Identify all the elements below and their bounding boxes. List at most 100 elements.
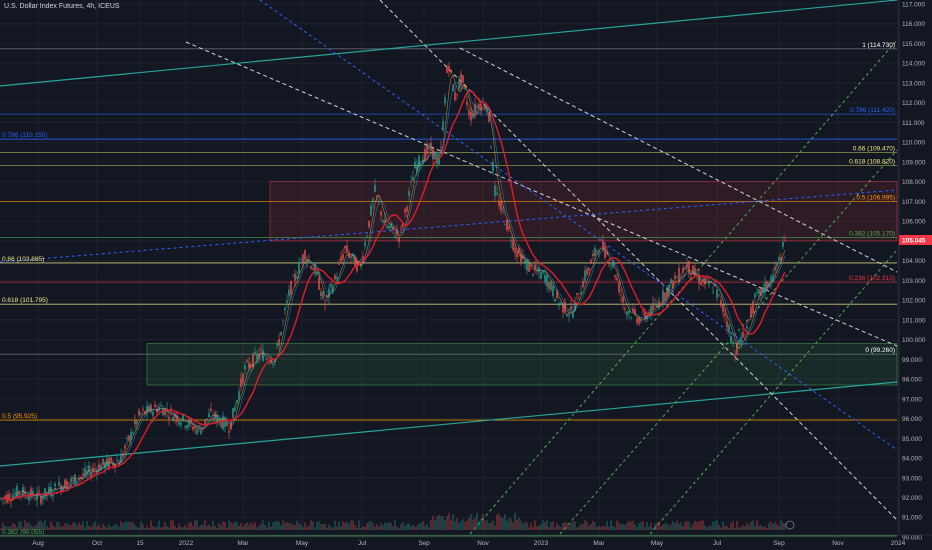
candle-body bbox=[588, 267, 590, 271]
volume-bar bbox=[556, 523, 558, 530]
volume-bar bbox=[576, 527, 578, 530]
volume-bar bbox=[370, 521, 372, 530]
candle-body bbox=[152, 411, 154, 416]
volume-bar bbox=[302, 527, 304, 530]
candle-body bbox=[682, 267, 684, 273]
candle-body bbox=[90, 472, 92, 478]
x-tick-label: May bbox=[651, 540, 664, 547]
candle-body bbox=[644, 312, 646, 319]
candle-body bbox=[428, 144, 430, 149]
candle-body bbox=[246, 360, 248, 362]
volume-bar bbox=[410, 526, 412, 530]
volume-bar bbox=[150, 520, 152, 530]
candle-body bbox=[284, 308, 286, 311]
candle-body bbox=[624, 308, 626, 310]
candle-body bbox=[188, 419, 190, 427]
candle-body bbox=[450, 69, 452, 72]
candle-body bbox=[322, 291, 324, 299]
candle-body bbox=[638, 317, 640, 325]
volume-bar bbox=[768, 522, 770, 530]
volume-bar bbox=[386, 523, 388, 530]
lower-teal-trendline bbox=[0, 381, 898, 467]
volume-bar bbox=[546, 520, 548, 530]
candle-body bbox=[240, 378, 242, 388]
volume-bar bbox=[66, 523, 68, 530]
candle-body bbox=[394, 236, 396, 238]
volume-bar bbox=[350, 520, 352, 530]
candle-body bbox=[666, 289, 668, 298]
volume-bar bbox=[584, 520, 586, 530]
volume-bar bbox=[694, 520, 696, 530]
volume-bar bbox=[478, 520, 480, 530]
candle-body bbox=[328, 288, 330, 298]
candle-body bbox=[168, 416, 170, 419]
volume-bar bbox=[416, 525, 418, 530]
volume-bar bbox=[666, 523, 668, 530]
candle-body bbox=[668, 284, 670, 294]
volume-bar bbox=[490, 522, 492, 530]
candle-body bbox=[634, 309, 636, 314]
volume-bar bbox=[524, 522, 526, 530]
candle-body bbox=[364, 242, 366, 247]
candle-body bbox=[476, 106, 478, 109]
volume-bar bbox=[42, 523, 44, 530]
volume-bar bbox=[216, 527, 218, 530]
candle-body bbox=[496, 192, 498, 195]
candle-body bbox=[468, 109, 470, 116]
volume-bar bbox=[708, 526, 710, 530]
candle-body bbox=[500, 201, 502, 211]
volume-bar bbox=[728, 527, 730, 530]
volume-bar bbox=[226, 527, 228, 530]
candle-body bbox=[26, 497, 28, 499]
fib-label: 0.786 (111.420) bbox=[850, 107, 895, 114]
candle-body bbox=[128, 435, 130, 441]
volume-bar bbox=[760, 525, 762, 530]
volume-bar bbox=[170, 520, 172, 530]
candle-body bbox=[258, 353, 260, 358]
volume-bar bbox=[532, 527, 534, 530]
candle-body bbox=[384, 219, 386, 225]
volume-bar bbox=[360, 527, 362, 530]
candle-body bbox=[784, 240, 786, 242]
x-tick-label: Mar bbox=[593, 540, 605, 547]
volume-bar bbox=[606, 520, 608, 530]
volume-bar bbox=[166, 526, 168, 530]
volume-bar bbox=[336, 526, 338, 530]
volume-bar bbox=[574, 521, 576, 530]
volume-bar bbox=[110, 526, 112, 530]
volume-bar bbox=[292, 524, 294, 530]
candle-body bbox=[726, 321, 728, 328]
candle-body bbox=[302, 254, 304, 263]
volume-bar bbox=[284, 523, 286, 530]
volume-bar bbox=[522, 523, 524, 530]
candle-body bbox=[398, 237, 400, 243]
volume-bar bbox=[750, 521, 752, 530]
volume-bar bbox=[722, 521, 724, 530]
volume-bar bbox=[208, 524, 210, 530]
candle-body bbox=[730, 335, 732, 343]
x-tick-label: Jul bbox=[358, 540, 367, 547]
volume-bar bbox=[446, 515, 448, 530]
volume-bar bbox=[650, 522, 652, 530]
volume-bar bbox=[414, 526, 416, 530]
volume-bar bbox=[220, 524, 222, 530]
volume-bar bbox=[358, 520, 360, 530]
y-tick-label: 112.000 bbox=[902, 100, 925, 107]
candle-body bbox=[396, 231, 398, 235]
candle-body bbox=[766, 281, 768, 289]
volume-bar bbox=[376, 523, 378, 530]
volume-bar bbox=[144, 527, 146, 530]
candle-body bbox=[662, 290, 664, 302]
candle-body bbox=[204, 419, 206, 425]
volume-bar bbox=[50, 521, 52, 530]
candle-body bbox=[242, 373, 244, 384]
candle-body bbox=[700, 282, 702, 286]
volume-bar bbox=[300, 524, 302, 530]
volume-bar bbox=[244, 523, 246, 530]
volume-bar bbox=[552, 521, 554, 530]
volume-bar bbox=[152, 526, 154, 530]
x-tick-label: Aug bbox=[32, 540, 44, 547]
volume-bar bbox=[162, 526, 164, 530]
fib-label: 0.382 (90.055) bbox=[2, 529, 44, 536]
